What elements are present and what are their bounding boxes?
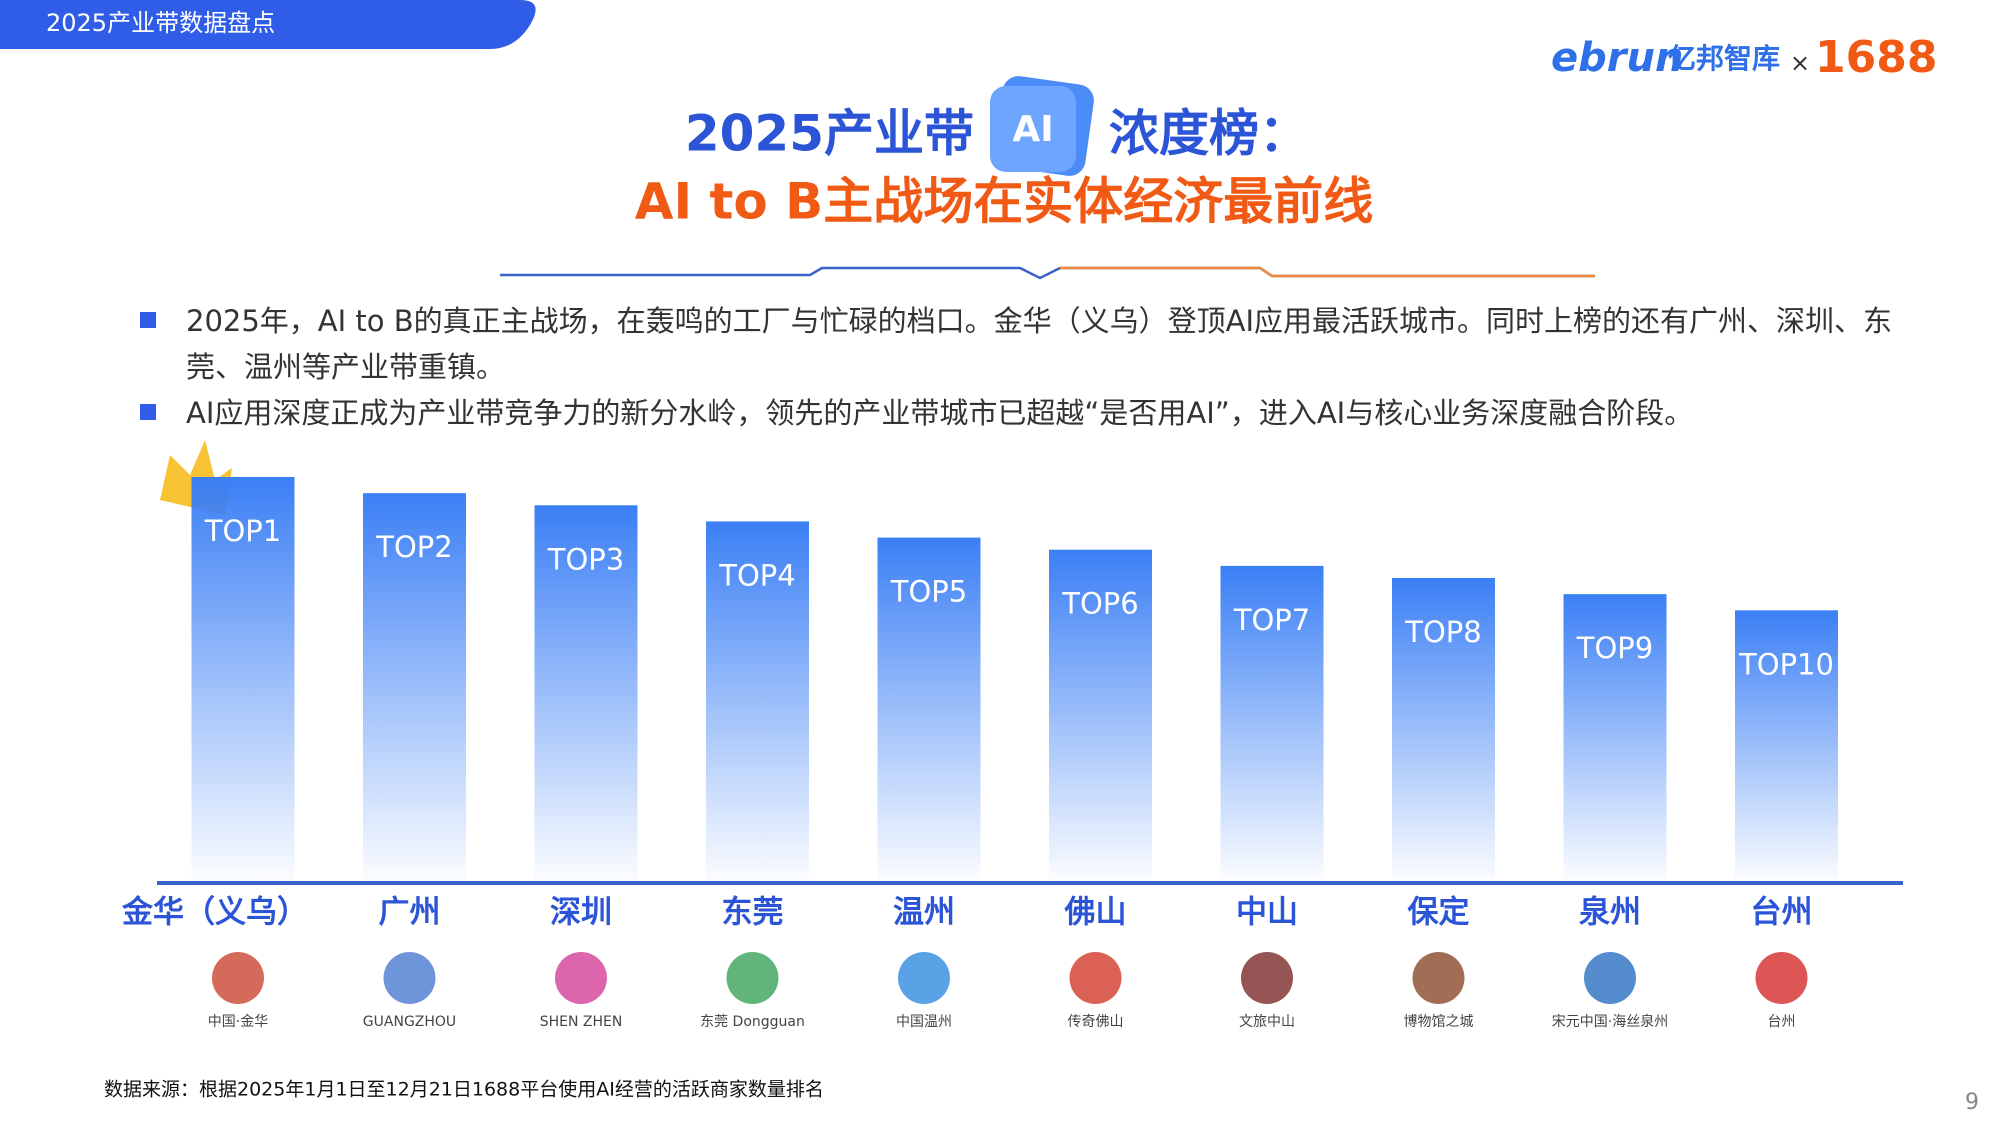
bar <box>1392 578 1495 881</box>
logo-icon <box>1584 952 1636 1004</box>
bar-label: TOP8 <box>1404 615 1481 649</box>
logo-icon <box>1755 952 1808 1004</box>
bar-label: TOP6 <box>1061 587 1138 621</box>
logo-text: GUANGZHOU <box>363 1014 456 1030</box>
page-number: 9 <box>1965 1090 1979 1115</box>
logo-text: 宋元中国·海丝泉州 <box>1552 1013 1668 1030</box>
bar <box>363 493 466 881</box>
x-tick-label: 台州 <box>1751 895 1813 931</box>
x-tick-label: 东莞 <box>722 895 784 931</box>
bar-label: TOP7 <box>1233 603 1310 637</box>
logo-text: 中国·金华 <box>208 1014 268 1030</box>
logo-icon <box>1069 952 1122 1004</box>
logo-text: 博物馆之城 <box>1404 1013 1474 1030</box>
bar-label: TOP3 <box>547 542 624 576</box>
bullet: 2025年，AI to B的真正主战场，在轰鸣的工厂与忙碌的档口。金华（义乌）登… <box>140 298 1900 390</box>
logo-icon <box>555 952 607 1004</box>
bar-label: TOP1 <box>204 514 281 548</box>
bullets: 2025年，AI to B的真正主战场，在轰鸣的工厂与忙碌的档口。金华（义乌）登… <box>140 298 1900 436</box>
logo-icon <box>898 952 950 1004</box>
bar <box>191 477 295 881</box>
bar <box>1220 565 1324 881</box>
bar-label: TOP10 <box>1738 647 1834 681</box>
bar <box>1563 594 1667 881</box>
title-suffix: 浓度榜： <box>1109 105 1309 163</box>
logo-text: 东莞 Dongguan <box>700 1014 805 1030</box>
title-badge: AI <box>1012 109 1053 150</box>
header-tag-bg <box>0 0 536 49</box>
logo-text: 台州 <box>1768 1014 1796 1030</box>
logo-text: SHEN ZHEN <box>540 1014 623 1030</box>
x-tick-label: 中山 <box>1236 895 1298 931</box>
x-tick-label: 金华（义乌） <box>121 895 308 931</box>
logo-text: 文旅中山 <box>1239 1014 1295 1030</box>
bar <box>534 505 638 881</box>
logo-icon <box>383 952 436 1004</box>
x-tick-label: 泉州 <box>1579 895 1641 931</box>
x-tick-label: 佛山 <box>1064 895 1127 931</box>
bar <box>706 521 809 881</box>
title-prefix: 2025产业带 <box>685 105 974 163</box>
logo-icon <box>212 952 264 1004</box>
bar <box>1735 610 1838 881</box>
source: 数据来源：根据2025年1月1日至12月21日1688平台使用AI经营的活跃商家… <box>104 1079 824 1101</box>
brand-cn: 亿邦智库 <box>1668 42 1780 75</box>
brand: ebrun <box>1551 35 1683 81</box>
bullet: AI应用深度正成为产业带竞争力的新分水岭，领先的产业带城市已超越“是否用AI”，… <box>140 390 1900 436</box>
bar-label: TOP5 <box>890 575 967 609</box>
bar-label: TOP9 <box>1576 631 1653 665</box>
subtitle: AI to B主战场在实体经济最前线 <box>635 173 1373 231</box>
logo-icon <box>726 952 779 1004</box>
header-tag: 2025产业带数据盘点 <box>46 9 275 37</box>
bar <box>877 537 981 881</box>
bar-label: TOP4 <box>718 558 795 592</box>
badge <box>990 86 1076 172</box>
divider-accent <box>1060 266 1595 278</box>
logo-text: 传奇佛山 <box>1068 1013 1124 1030</box>
x-tick-label: 温州 <box>893 895 955 931</box>
bar <box>1049 549 1152 881</box>
x-tick-label: 保定 <box>1408 895 1470 931</box>
x-tick-label: 深圳 <box>550 895 612 931</box>
times: × <box>1790 49 1810 77</box>
logo-icon <box>1241 952 1293 1004</box>
logo-text: 中国温州 <box>896 1014 952 1030</box>
bar-label: TOP2 <box>375 530 452 564</box>
x-tick-label: 广州 <box>379 895 441 931</box>
partner: 1688 <box>1815 32 1937 83</box>
logo-icon <box>1412 952 1465 1004</box>
